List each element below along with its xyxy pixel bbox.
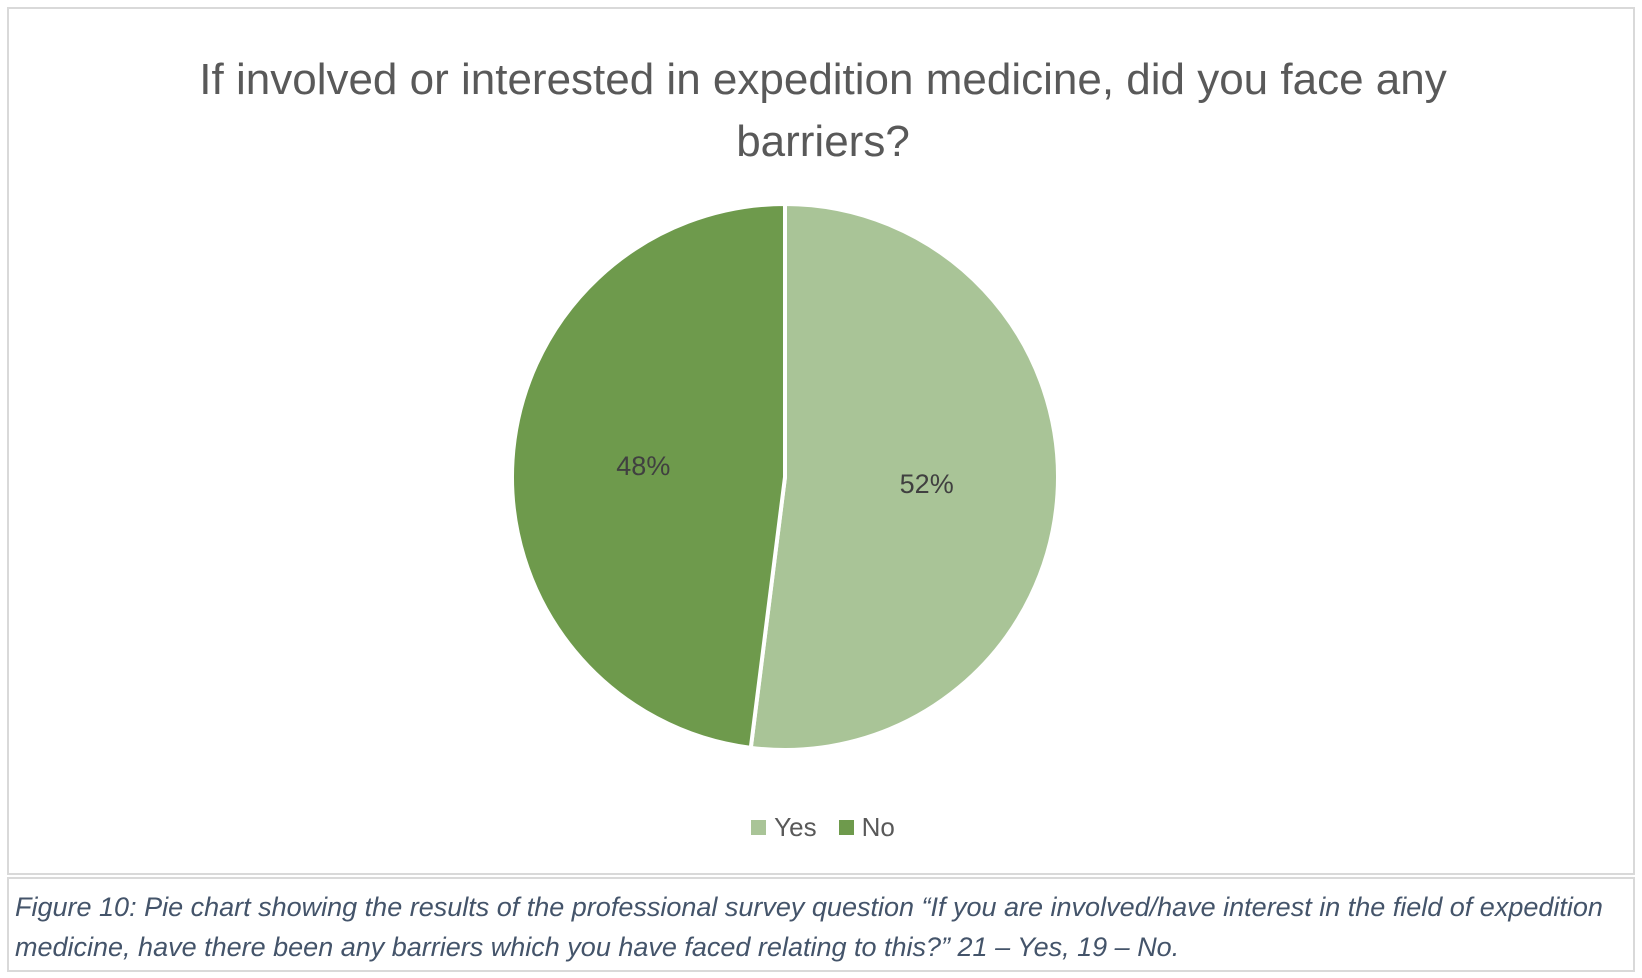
pie-slice-yes — [748, 202, 1060, 752]
chart-title: If involved or interested in expedition … — [199, 55, 1447, 166]
legend-label-no: No — [861, 812, 895, 842]
legend-swatch-no — [838, 820, 854, 835]
chart-area: If involved or interested in expedition … — [7, 7, 1635, 875]
legend: Yes No — [9, 812, 1637, 843]
data-label-no: 48% — [616, 451, 670, 481]
legend-swatch-yes — [751, 820, 767, 835]
figure-caption-box: Figure 10: Pie chart showing the results… — [7, 877, 1635, 972]
data-label-yes: 52% — [900, 469, 954, 499]
legend-item-no: No — [838, 812, 895, 843]
pie-chart: 52% 48% — [510, 202, 1060, 752]
figure-caption: Figure 10: Pie chart showing the results… — [15, 892, 1603, 962]
pie-slice-no — [510, 202, 787, 750]
legend-label-yes: Yes — [774, 812, 817, 842]
legend-item-yes: Yes — [751, 812, 817, 843]
